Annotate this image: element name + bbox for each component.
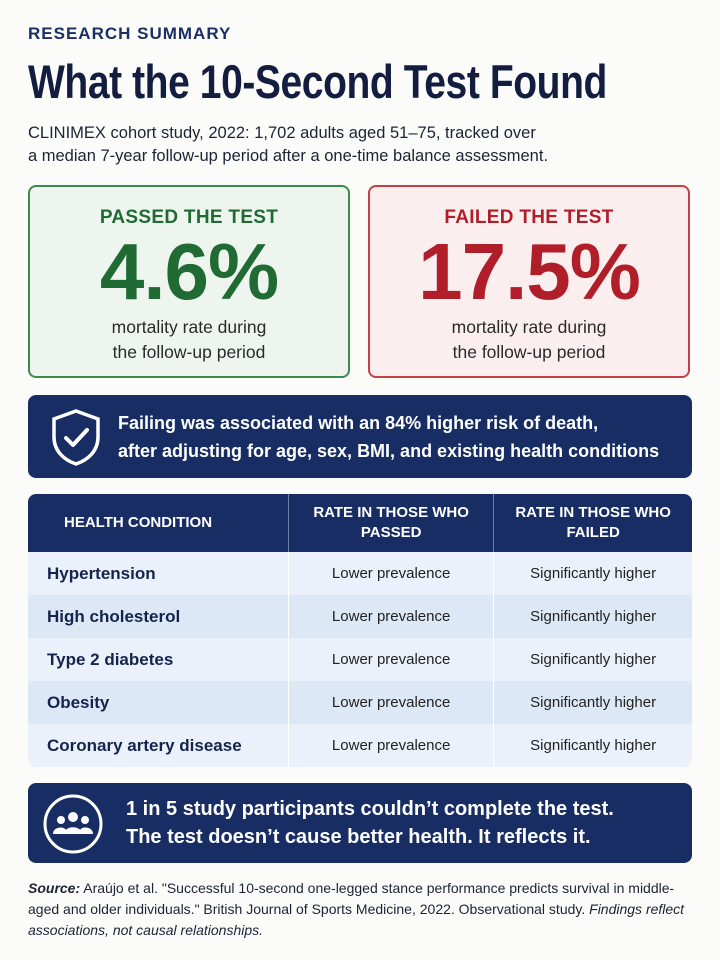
subtitle-line: CLINIMEX cohort study, 2022: 1,702 adult… xyxy=(28,124,536,142)
card-caption: mortality rate during xyxy=(451,317,607,337)
rate-cell: Significantly higher xyxy=(493,681,692,724)
rate-cell: Significantly higher xyxy=(493,552,692,595)
source-text: Araújo et al. "Successful 10-second one-… xyxy=(28,880,675,917)
card-heading: PASSED THE TEST xyxy=(99,207,279,228)
column-header: RATE IN THOSE WHO FAILED xyxy=(493,494,692,552)
risk-text: Failing was associated with an 84% highe… xyxy=(118,409,659,465)
table-header: HEALTH CONDITION RATE IN THOSE WHO PASSE… xyxy=(28,494,692,552)
table-row: Coronary artery disease Lower prevalence S… xyxy=(28,724,692,767)
card-caption: the follow-up period xyxy=(452,342,606,362)
conditions-table: HEALTH CONDITION RATE IN THOSE WHO PASSE… xyxy=(28,494,692,767)
rate-cell: Lower prevalence xyxy=(287,638,494,681)
participants-line: The test doesn’t cause better health. It… xyxy=(126,826,591,848)
passed-card: PASSED THE TEST 4.6% mortality rate duri… xyxy=(28,185,350,378)
condition-cell: Type 2 diabetes xyxy=(28,638,289,681)
source-note: Findings reflect associations, not causa… xyxy=(28,901,685,938)
card-value: 4.6% xyxy=(99,227,279,316)
rate-cell: Lower prevalence xyxy=(287,724,494,767)
subtitle-line: a median 7-year follow-up period after a… xyxy=(28,147,549,165)
table-row: Obesity Lower prevalence Significantly hig… xyxy=(28,681,692,724)
risk-line: after adjusting for age, sex, BMI, and e… xyxy=(118,441,660,461)
risk-banner: Failing was associated with an 84% highe… xyxy=(28,395,692,478)
card-caption: mortality rate during xyxy=(111,317,267,337)
rate-cell: Lower prevalence xyxy=(287,552,494,595)
column-header: RATE IN THOSE WHO PASSED xyxy=(287,494,494,552)
source: Source: Araújo et al. "Successful 10-sec… xyxy=(28,878,692,941)
table-row: Type 2 diabetes Lower prevalence Significa… xyxy=(28,638,692,681)
participants-text: 1 in 5 study participants couldn’t compl… xyxy=(126,795,614,851)
table-row: High cholesterol Lower prevalence Signific… xyxy=(28,595,692,638)
shield-icon xyxy=(52,409,100,466)
title: What the 10-Second Test Found xyxy=(28,55,607,108)
condition-cell: Coronary artery disease xyxy=(28,724,289,767)
card-heading: FAILED THE TEST xyxy=(444,207,614,228)
subtitle: CLINIMEX cohort study, 2022: 1,702 adult… xyxy=(28,122,548,168)
card-caption: the follow-up period xyxy=(112,342,266,362)
condition-cell: Obesity xyxy=(28,681,289,724)
card-value: 17.5% xyxy=(418,227,641,316)
condition-cell: High cholesterol xyxy=(28,595,289,638)
rate-cell: Significantly higher xyxy=(493,724,692,767)
rate-cell: Significantly higher xyxy=(493,638,692,681)
rate-cell: Lower prevalence xyxy=(287,595,494,638)
column-header: HEALTH CONDITION xyxy=(28,494,289,552)
table-row: Hypertension Lower prevalence Significantl… xyxy=(28,552,692,595)
source-label: Source: xyxy=(28,880,81,896)
condition-cell: Hypertension xyxy=(28,552,289,595)
failed-card: FAILED THE TEST 17.5% mortality rate dur… xyxy=(368,185,690,378)
rate-cell: Lower prevalence xyxy=(287,681,494,724)
participants-banner: 1 in 5 study participants couldn’t compl… xyxy=(28,783,692,863)
rate-cell: Significantly higher xyxy=(493,595,692,638)
people-icon xyxy=(43,794,103,854)
participants-line: 1 in 5 study participants couldn’t compl… xyxy=(126,798,614,820)
risk-line: Failing was associated with an 84% highe… xyxy=(118,413,599,433)
eyebrow: RESEARCH SUMMARY xyxy=(28,24,232,43)
